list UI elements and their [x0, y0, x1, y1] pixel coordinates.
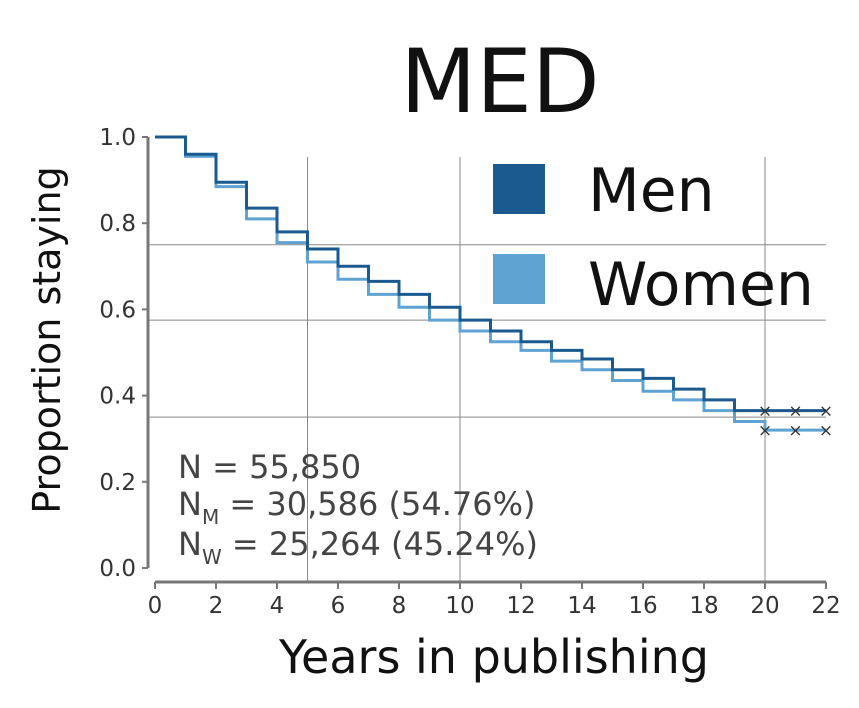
x-tick-label: 20 [750, 593, 779, 619]
x-tick-label: 10 [445, 593, 474, 619]
chart-title: MED [400, 30, 599, 133]
y-ticks: 0.0 0.2 0.4 0.6 0.8 1.0 [99, 125, 148, 582]
censor-marker-women: × [788, 421, 802, 441]
series-lines [155, 135, 826, 432]
x-axis-label: Years in publishing [278, 630, 709, 684]
annotation-men-n: N [178, 485, 202, 523]
y-tick-label: 0.6 [99, 297, 136, 323]
x-ticks: 0 2 4 6 8 10 12 14 16 18 20 22 [148, 582, 841, 619]
legend-label-men: Men [588, 156, 715, 226]
annotation-total: N = 55,850 [178, 448, 361, 486]
y-axis-label: Proportion staying [25, 166, 69, 513]
x-tick-label: 4 [270, 593, 285, 619]
annotation-women-n: N [178, 525, 202, 563]
legend-swatch-men [493, 164, 545, 214]
annotation-women-sub: W [202, 545, 222, 569]
x-tick-label: 12 [506, 593, 535, 619]
censor-marker-women: × [819, 421, 833, 441]
censor-marker-men: × [788, 402, 802, 422]
x-tick-label: 8 [392, 593, 407, 619]
x-tick-label: 14 [567, 593, 596, 619]
reference-lines [148, 157, 826, 582]
x-tick-label: 22 [811, 593, 840, 619]
x-tick-label: 6 [331, 593, 346, 619]
x-tick-label: 18 [689, 593, 718, 619]
censor-marker-men: × [819, 402, 833, 422]
censor-marker-women: × [758, 421, 772, 441]
censor-markers: × × ×× × × [758, 402, 833, 441]
annotation-men-sub: M [202, 505, 219, 529]
y-tick-label: 1.0 [99, 125, 136, 151]
y-tick-label: 0.8 [99, 211, 136, 237]
y-tick-label: 0.2 [99, 470, 136, 496]
legend: Men Women [493, 156, 814, 320]
annotation-men-rest: = 30,586 (54.76%) [219, 485, 535, 523]
sample-size-annotation: N = 55,850 NM = 30,586 (54.76%) NW = 25,… [178, 448, 538, 569]
legend-label-women: Women [588, 250, 814, 320]
annotation-women: NW = 25,264 (45.24%) [178, 525, 538, 569]
x-tick-label: 0 [148, 593, 163, 619]
legend-swatch-women [493, 254, 545, 304]
x-tick-label: 16 [628, 593, 657, 619]
annotation-women-rest: = 25,264 (45.24%) [222, 525, 538, 563]
annotation-men: NM = 30,586 (54.76%) [178, 485, 535, 529]
y-tick-label: 0.4 [99, 384, 136, 410]
series-line-men [155, 135, 826, 413]
x-tick-label: 2 [209, 593, 224, 619]
y-tick-label: 0.0 [99, 556, 136, 582]
censor-marker-men: × [758, 402, 772, 422]
